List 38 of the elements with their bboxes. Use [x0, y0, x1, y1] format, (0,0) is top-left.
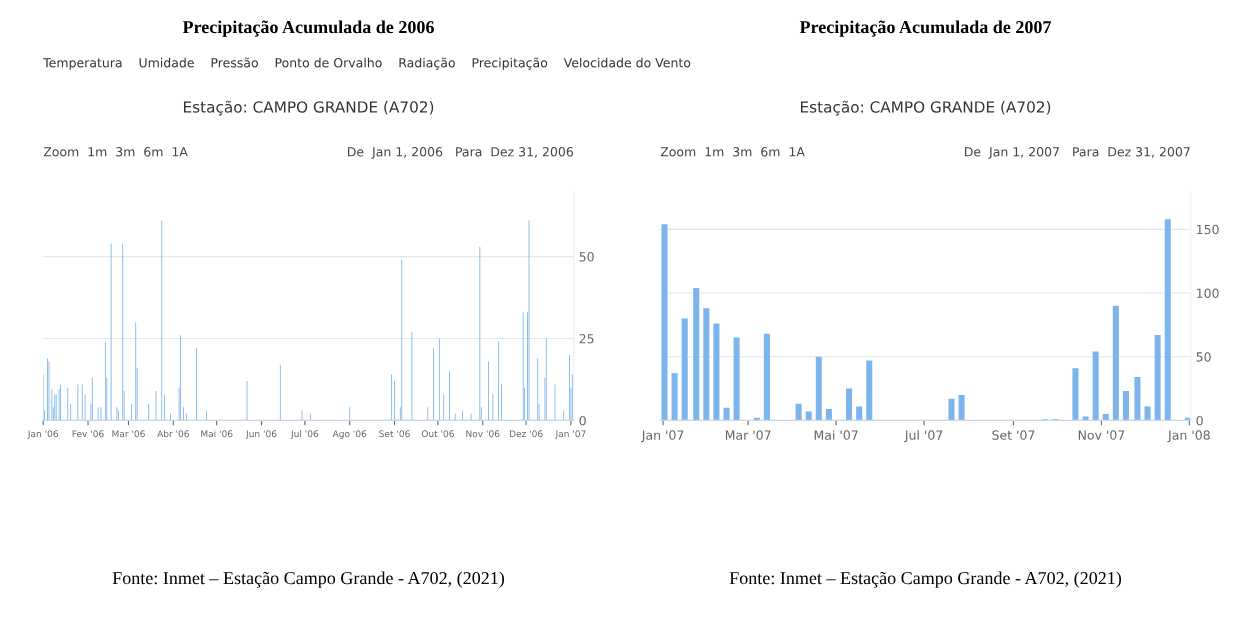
text: De Jan 1, 2006 Para Dez 31, 2006 [348, 147, 574, 159]
x-tick-label: Nov '06 [466, 430, 500, 438]
chart-title: Precipitação Acumulada de 2007 [799, 20, 1052, 37]
x-tick-label: Jul '06 [290, 430, 319, 439]
text: De Jan 1, 2007 Para Dez 31, 2007 [965, 147, 1190, 159]
text: Temperatura Umidade Pressão Ponto de Orvalho Radiação Precipitação Velocidade do Vento [43, 57, 691, 70]
x-tick-label: Mar '07 [725, 430, 771, 440]
y-tick-label: 25 [579, 333, 594, 344]
x-tick-label: Out '06 [421, 430, 454, 438]
x-tick-label: Abr '06 [157, 430, 189, 438]
x-tick-label: Dez '06 [509, 430, 543, 438]
y-tick-label: 150 [1197, 224, 1219, 235]
y-tick-label: 50 [1196, 352, 1211, 362]
chart-subtitle: Estação: CAMPO GRANDE (A702) [801, 100, 1051, 116]
x-tick-label: Jan '07 [641, 430, 684, 443]
x-tick-label: Ago '06 [332, 430, 367, 439]
x-tick-label: Mai '07 [814, 430, 858, 440]
y-tick-label: 50 [579, 252, 594, 262]
x-tick-label: Jan '08 [1167, 430, 1210, 443]
x-tick-label: Jan '07 [555, 430, 586, 439]
x-tick-label: Jul '07 [904, 430, 943, 443]
chart-subtitle: Estação: CAMPO GRANDE (A702) [184, 100, 434, 116]
y-tick-label: 0 [579, 415, 586, 426]
x-tick-label: Mar '06 [112, 430, 145, 438]
text: Zoom 1m 3m 6m 1A [43, 147, 188, 157]
x-tick-label: Fev '06 [72, 430, 104, 438]
x-tick-label: Jan '06 [27, 430, 58, 439]
x-tick-label: Nov '07 [1078, 430, 1125, 440]
x-tick-label: Jun '06 [245, 430, 277, 439]
y-tick-label: 0 [1196, 415, 1203, 426]
x-tick-label: Set '06 [379, 430, 410, 438]
source-note: Fonte: Inmet – Estação Campo Grande - A702, (2021) [729, 571, 1122, 588]
text: Zoom 1m 3m 6m 1A [660, 147, 805, 157]
x-tick-label: Set '07 [992, 430, 1035, 440]
source-note: Fonte: Inmet – Estação Campo Grande - A702, (2021) [112, 571, 505, 588]
x-tick-label: Mai '06 [201, 430, 233, 438]
chart-title: Precipitação Acumulada de 2006 [182, 20, 434, 37]
y-tick-label: 100 [1197, 288, 1219, 298]
